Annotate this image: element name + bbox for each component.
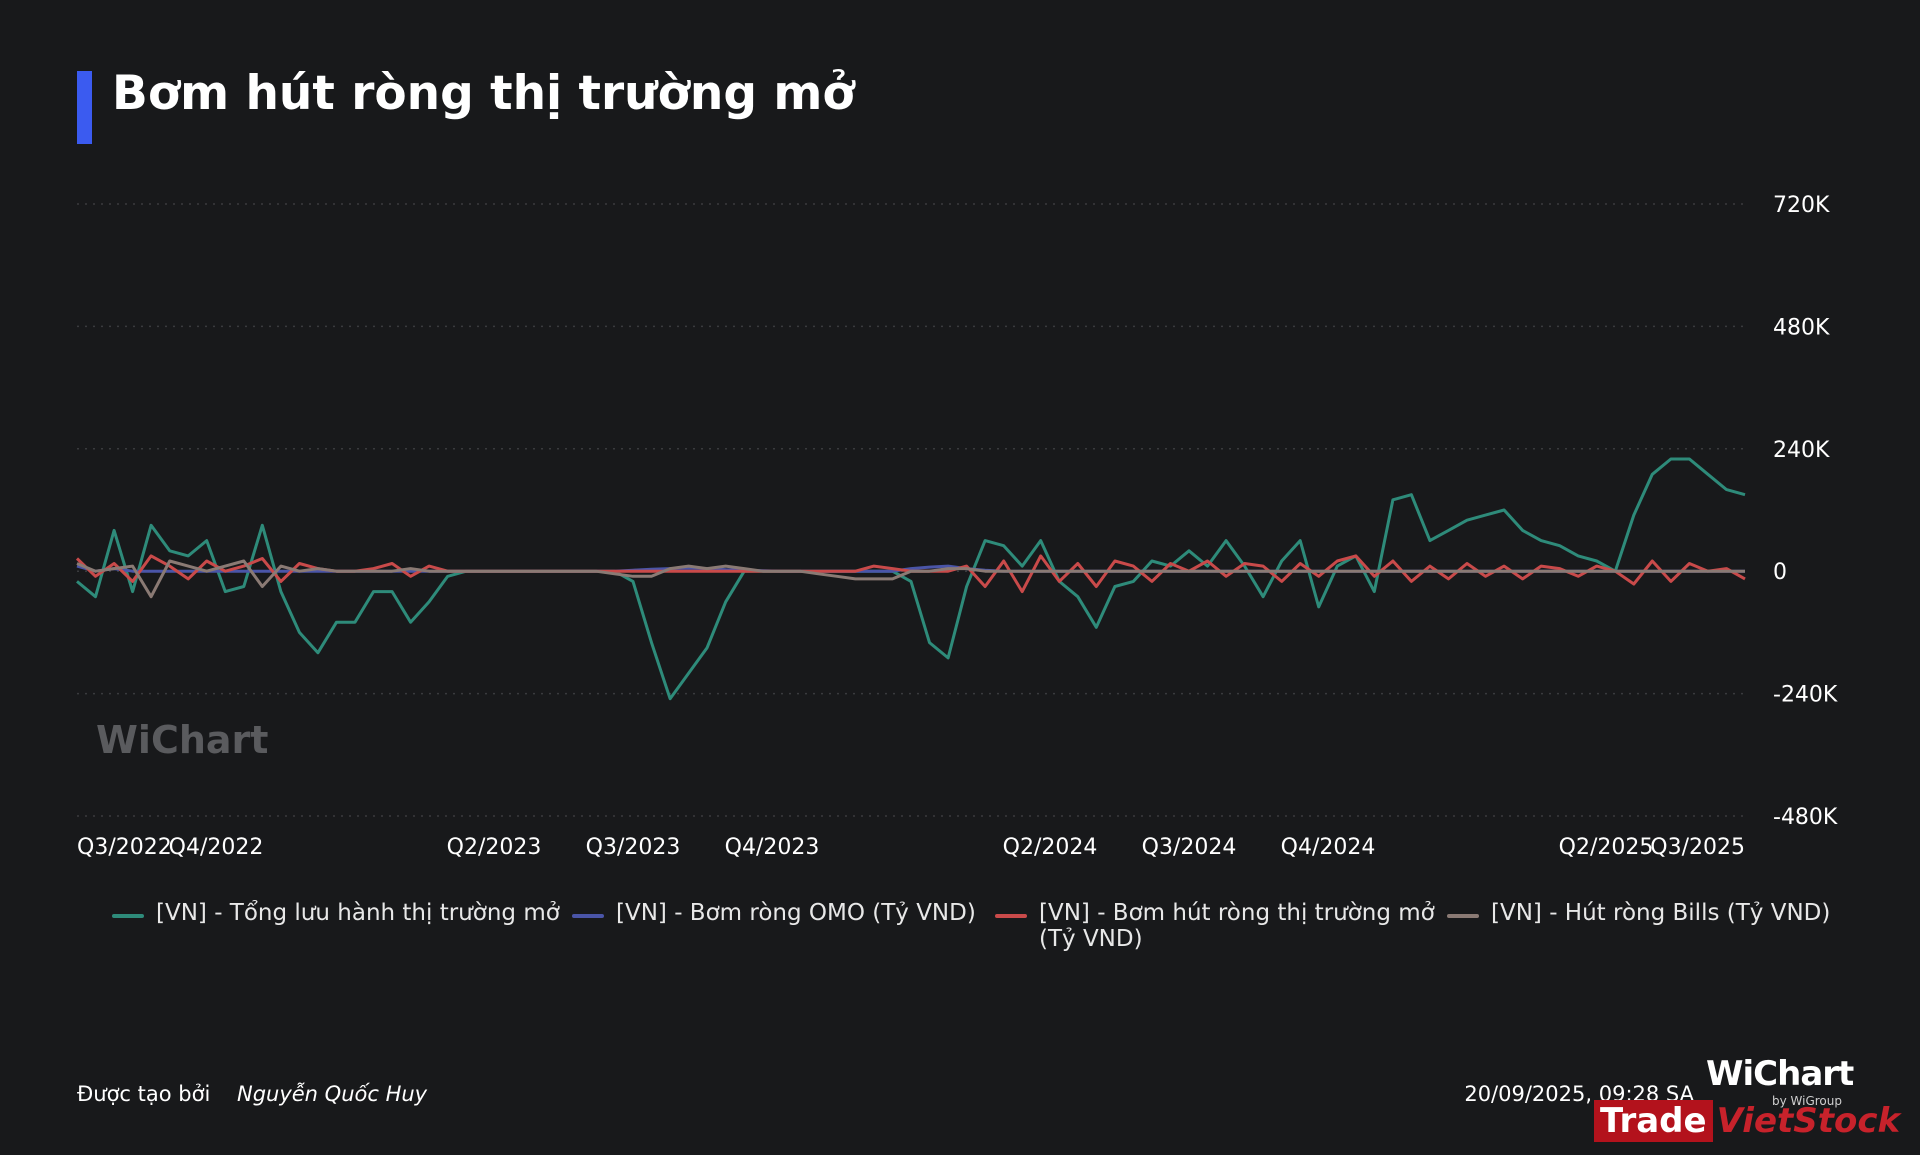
wichart-logo: WiChart by WiGroup [1706, 1054, 1854, 1108]
legend-item-bom-rong-omo[interactable]: [VN] - Bơm ròng OMO (Tỷ VND) [572, 900, 992, 926]
legend-label: [VN] - Bơm hút ròng thị trường mở (Tỷ VN… [1039, 900, 1435, 952]
x-tick-label: Q4/2022 [169, 835, 264, 860]
x-tick-label: Q4/2023 [725, 835, 820, 860]
x-tick-label: Q3/2024 [1142, 835, 1237, 860]
footer-credit: Được tạo bởi Nguyễn Quốc Huy [77, 1082, 427, 1106]
y-tick-label: 240K [1773, 438, 1830, 463]
legend-label: [VN] - Bơm ròng OMO (Tỷ VND) [616, 900, 976, 926]
x-tick-label: Q3/2023 [586, 835, 681, 860]
legend-swatch-icon [1447, 914, 1479, 918]
x-tick-label: Q2/2023 [447, 835, 542, 860]
tradevietstock-logo: Trade VietStock [1594, 1100, 1900, 1142]
wichart-watermark: WiChart [96, 718, 269, 762]
x-tick-label: Q2/2024 [1003, 835, 1098, 860]
x-tick-label: Q2/2025 [1559, 835, 1654, 860]
series-line-3[interactable] [76, 559, 1745, 599]
x-tick-label: Q4/2024 [1281, 835, 1376, 860]
y-tick-label: -480K [1773, 805, 1838, 830]
legend-label: [VN] - Hút ròng Bills (Tỷ VND) [1491, 900, 1831, 926]
x-tick-label: Q3/2022 [77, 835, 172, 860]
brand-sub: by WiGroup [1771, 1094, 1842, 1108]
chart-title: Bơm hút ròng thị trường mở [112, 66, 855, 121]
y-tick-label: 0 [1773, 560, 1787, 585]
legend-swatch-icon [572, 914, 604, 918]
x-tick-label: Q3/2025 [1650, 835, 1745, 860]
legend-item-tong-luu-hanh[interactable]: [VN] - Tổng lưu hành thị trường mở [112, 900, 562, 926]
created-by-label: Được tạo bởi [77, 1082, 211, 1106]
y-tick-label: 480K [1773, 315, 1830, 340]
trade-text: Trade [1594, 1100, 1713, 1142]
y-tick-label: -240K [1773, 683, 1838, 708]
legend-swatch-icon [995, 914, 1027, 918]
legend-swatch-icon [112, 914, 144, 918]
author-name: Nguyễn Quốc Huy [236, 1082, 428, 1106]
vietstock-text: VietStock [1716, 1101, 1901, 1141]
series-line-0[interactable] [76, 457, 1746, 701]
legend-item-bom-hut-rong[interactable]: [VN] - Bơm hút ròng thị trường mở (Tỷ VN… [995, 900, 1435, 952]
brand-name: WiChart [1706, 1054, 1854, 1094]
legend-label: [VN] - Tổng lưu hành thị trường mở [156, 900, 560, 926]
legend-item-hut-rong-bills[interactable]: [VN] - Hút ròng Bills (Tỷ VND) [1447, 900, 1847, 926]
y-tick-label: 720K [1773, 193, 1830, 218]
title-accent-bar [77, 71, 92, 144]
